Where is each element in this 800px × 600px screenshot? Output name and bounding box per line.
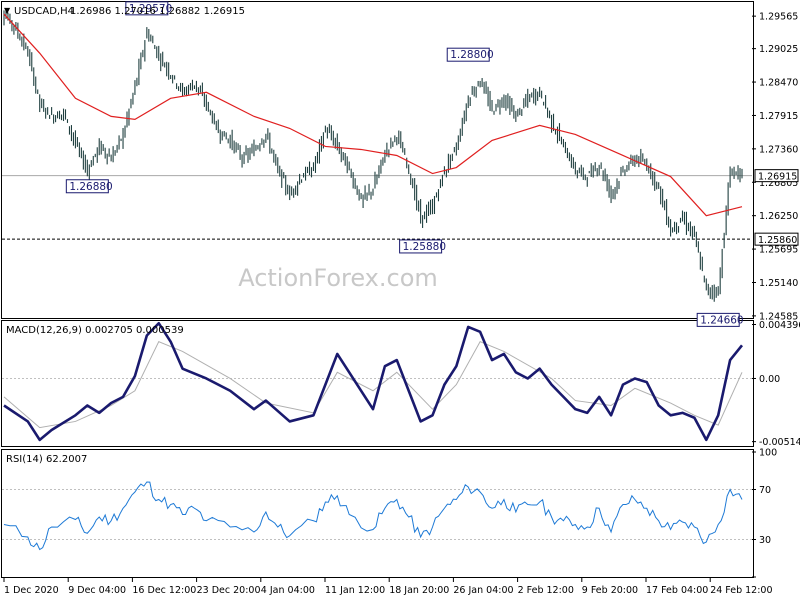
price-labels: 1.29570 1.26880 1.28800 1.25880 1.24660 <box>65 1 744 327</box>
x-tick-label: 4 Jan 04:00 <box>261 585 315 596</box>
price-label-box <box>446 47 490 62</box>
price-label-box <box>399 239 443 254</box>
price-tick-label: 1.29025 <box>759 44 798 55</box>
price-label-text: 1.26880 <box>69 181 112 193</box>
rsi-tick-label: 70 <box>759 485 771 496</box>
price-tick-label: 1.26250 <box>759 211 798 222</box>
symbol-title: USDCAD,H4 <box>14 6 74 17</box>
x-tick-label: 16 Dec 12:00 <box>132 585 196 596</box>
price-label-text: 1.25880 <box>403 241 446 253</box>
price-tick-label: 1.27915 <box>759 111 798 122</box>
price-label-text: 1.24660 <box>700 314 743 326</box>
price-tick-label: 1.29565 <box>759 12 798 23</box>
watermark: ActionForex.com <box>238 264 438 292</box>
price-label-text: 1.28800 <box>450 49 493 61</box>
price-tick-label: 1.24585 <box>759 311 798 322</box>
support-price-label: 1.25860 <box>758 235 797 246</box>
chart-dropdown-icon[interactable]: ▼ <box>4 6 11 15</box>
price-tick-label: 1.25140 <box>759 278 798 289</box>
x-axis: 1 Dec 2020 9 Dec 04:00 16 Dec 12:00 23 Dec … <box>3 577 773 596</box>
macd-tick-label: 0.00 <box>759 374 780 385</box>
x-tick-label: 26 Jan 04:00 <box>453 585 513 596</box>
price-tick-label: 1.27360 <box>759 144 798 155</box>
macd-tick-label: 0.004396 <box>759 320 800 331</box>
macd-tick-label: -0.005144 <box>759 437 800 448</box>
x-tick-label: 9 Dec 04:00 <box>68 585 126 596</box>
label-high-jan: 1.28800 <box>446 47 494 62</box>
rsi-label: RSI(14) 62.2007 <box>6 454 87 465</box>
price-label-text: 1.29570 <box>129 3 172 15</box>
x-tick-label: 24 Feb 12:00 <box>710 585 772 596</box>
label-high-dec: 1.29570 <box>125 1 172 16</box>
macd-label: MACD(12,26,9) 0.002705 0.000539 <box>6 325 184 336</box>
macd-line <box>3 321 744 442</box>
current-price-box <box>754 169 799 183</box>
current-price-label: 1.26915 <box>758 172 797 183</box>
price-tick-label: 1.28470 <box>759 78 798 89</box>
x-tick-label: 9 Feb 20:00 <box>582 585 638 596</box>
price-label-box <box>125 1 169 16</box>
rsi-line <box>3 481 743 551</box>
x-tick-label: 18 Jan 20:00 <box>389 585 449 596</box>
x-tick-label: 17 Feb 04:00 <box>646 585 708 596</box>
rsi-tick-label: 100 <box>759 448 777 459</box>
x-tick-label: 11 Jan 12:00 <box>325 585 385 596</box>
rsi-tick-label: 30 <box>759 535 771 546</box>
macd-signal-line <box>3 341 743 429</box>
price-label-box <box>696 312 740 327</box>
label-low-dec: 1.26880 <box>65 179 113 194</box>
price-label-box <box>65 179 109 194</box>
x-tick-label: 23 Dec 20:00 <box>197 585 261 596</box>
macd-y-axis: 0.004396 0.00 -0.005144 <box>2 320 800 448</box>
ohlc-values: 1.26986 1.27016 1.26882 1.26915 <box>70 6 245 17</box>
x-tick-label: 1 Dec 2020 <box>4 585 59 596</box>
price-panel-frame <box>1 1 754 319</box>
rsi-y-axis: 100 70 30 <box>2 448 777 578</box>
price-tick-label: 1.26805 <box>759 178 798 189</box>
x-tick-label: 2 Feb 12:00 <box>518 585 574 596</box>
moving-average-line <box>3 13 743 217</box>
rsi-panel-frame <box>1 449 754 578</box>
macd-panel-frame <box>1 320 754 447</box>
price-tick-label: 1.25695 <box>759 245 798 256</box>
support-price-box <box>754 232 799 246</box>
price-horizontal-lines: 1.26915 1.25860 <box>2 169 799 246</box>
label-low-jan: 1.25880 <box>399 239 446 254</box>
label-low-feb: 1.24660 <box>696 312 744 327</box>
price-y-axis: 1.29565 1.29025 1.28470 1.27915 1.27360 1.268… <box>752 12 798 322</box>
